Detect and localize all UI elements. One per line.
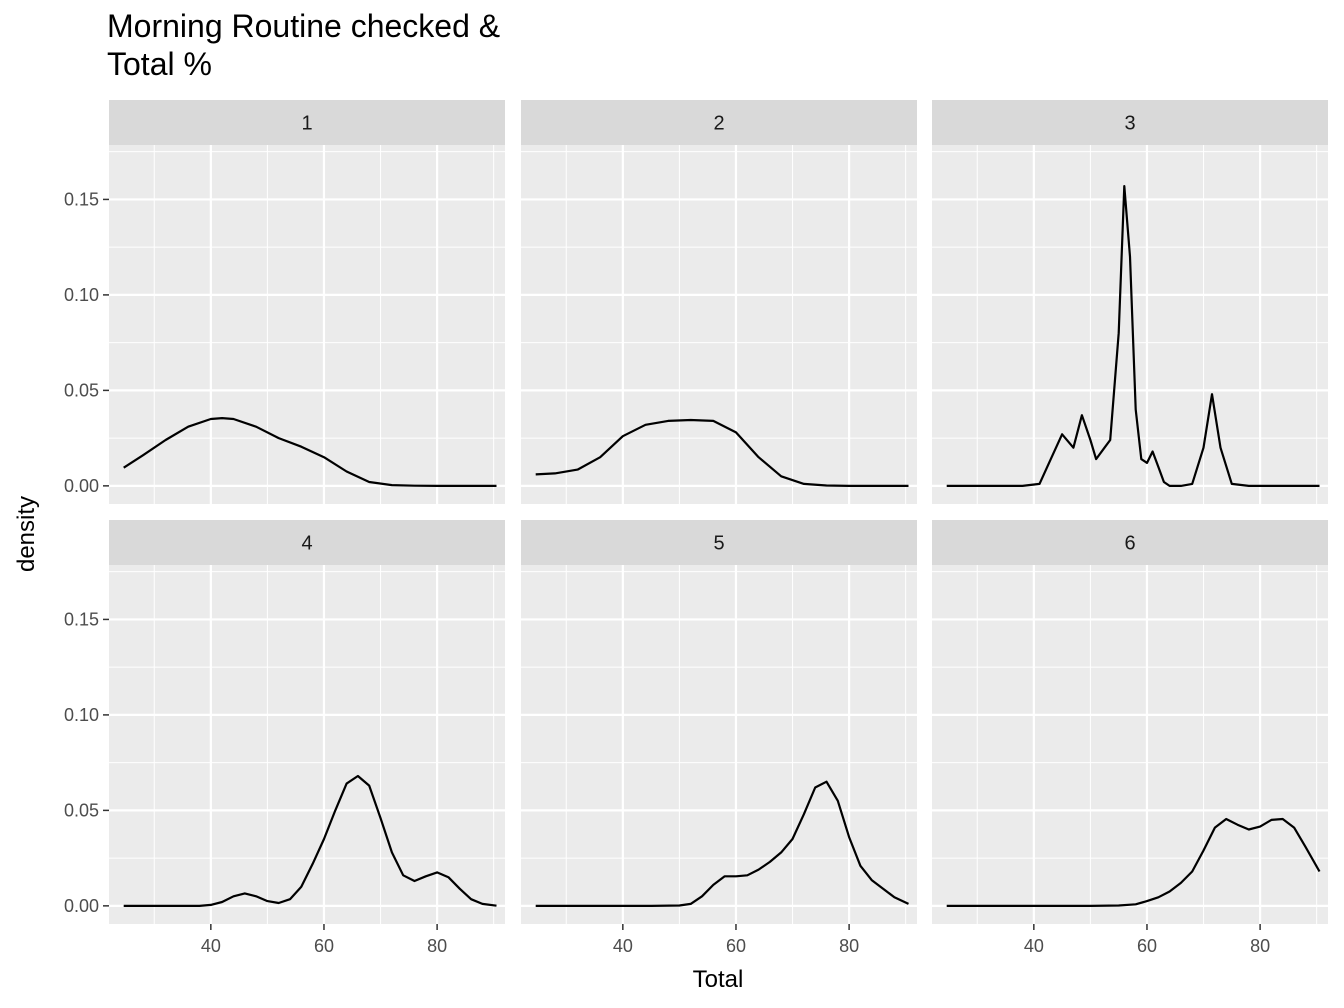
facet-strip-label: 6 xyxy=(1124,533,1135,555)
panel-background xyxy=(521,565,917,924)
facet-strip xyxy=(109,520,505,565)
density-curve-facet-3 xyxy=(946,185,1320,487)
y-tick-label: 0.00 xyxy=(64,476,99,496)
facet-strip xyxy=(932,520,1328,565)
x-tick-label: 60 xyxy=(314,936,334,956)
panel-background xyxy=(109,565,505,924)
y-tick-label: 0.00 xyxy=(64,896,99,916)
chart-title-line-1: Morning Routine checked & xyxy=(107,8,501,44)
chart-title-line-2: Total % xyxy=(107,46,212,82)
x-tick-label: 40 xyxy=(1024,936,1044,956)
facet-strip xyxy=(521,520,917,565)
density-curve-facet-6 xyxy=(946,817,1321,907)
x-tick-label: 80 xyxy=(427,936,447,956)
panel-background xyxy=(932,565,1328,924)
y-tick-label: 0.15 xyxy=(64,189,99,209)
y-axis-title: density xyxy=(13,496,40,572)
y-tick-label: 0.05 xyxy=(64,380,99,400)
panel-background xyxy=(521,145,917,504)
facet-strip-label: 1 xyxy=(301,113,312,135)
x-tick-label: 40 xyxy=(201,936,221,956)
y-tick-label: 0.05 xyxy=(64,800,99,820)
panel-background xyxy=(932,145,1328,504)
density-curve-facet-4 xyxy=(123,774,497,907)
x-tick-label: 60 xyxy=(726,936,746,956)
facet-strip-label: 4 xyxy=(301,533,312,555)
density-curve-facet-1 xyxy=(123,417,497,487)
facet-strip xyxy=(932,100,1328,145)
facet-strip-label: 2 xyxy=(713,113,724,135)
facet-strip-label: 3 xyxy=(1124,113,1135,135)
x-tick-label: 60 xyxy=(1137,936,1157,956)
y-tick-label: 0.10 xyxy=(64,285,99,305)
x-axis-title: Total xyxy=(693,966,744,993)
density-curve-facet-5 xyxy=(535,780,909,907)
y-tick-label: 0.15 xyxy=(64,609,99,629)
facet-strip xyxy=(521,100,917,145)
x-tick-label: 40 xyxy=(613,936,633,956)
x-tick-label: 80 xyxy=(839,936,859,956)
facet-strip xyxy=(109,100,505,145)
facet-strip-label: 5 xyxy=(713,533,724,555)
x-tick-label: 80 xyxy=(1250,936,1270,956)
y-tick-label: 0.10 xyxy=(64,705,99,725)
density-curve-facet-2 xyxy=(535,418,909,487)
panel-background xyxy=(109,145,505,504)
